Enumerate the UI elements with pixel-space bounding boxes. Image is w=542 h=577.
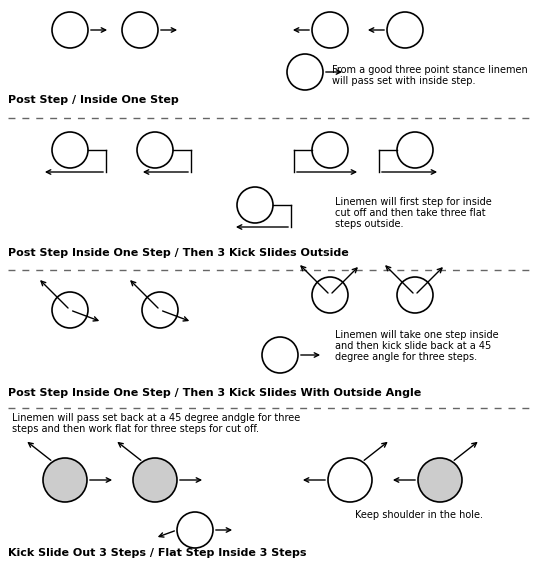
Text: and then kick slide back at a 45: and then kick slide back at a 45 [335, 341, 491, 351]
Circle shape [418, 458, 462, 502]
Circle shape [387, 12, 423, 48]
Circle shape [52, 12, 88, 48]
Text: Post Step Inside One Step / Then 3 Kick Slides With Outside Angle: Post Step Inside One Step / Then 3 Kick … [8, 388, 421, 398]
Text: Post Step / Inside One Step: Post Step / Inside One Step [8, 95, 179, 105]
Circle shape [142, 292, 178, 328]
Circle shape [177, 512, 213, 548]
Text: Linemen will pass set back at a 45 degree andgle for three: Linemen will pass set back at a 45 degre… [12, 413, 300, 423]
Circle shape [397, 277, 433, 313]
Text: Linemen will take one step inside: Linemen will take one step inside [335, 330, 499, 340]
Circle shape [52, 132, 88, 168]
Text: steps outside.: steps outside. [335, 219, 403, 229]
Circle shape [52, 292, 88, 328]
Circle shape [312, 12, 348, 48]
Circle shape [312, 132, 348, 168]
Circle shape [262, 337, 298, 373]
Circle shape [287, 54, 323, 90]
Circle shape [397, 132, 433, 168]
Text: degree angle for three steps.: degree angle for three steps. [335, 352, 477, 362]
Circle shape [312, 277, 348, 313]
Text: Linemen will first step for inside: Linemen will first step for inside [335, 197, 492, 207]
Circle shape [237, 187, 273, 223]
Circle shape [137, 132, 173, 168]
Text: steps and then work flat for three steps for cut off.: steps and then work flat for three steps… [12, 424, 259, 434]
Text: will pass set with inside step.: will pass set with inside step. [332, 76, 475, 86]
Circle shape [122, 12, 158, 48]
Text: cut off and then take three flat: cut off and then take three flat [335, 208, 486, 218]
Circle shape [133, 458, 177, 502]
Text: Kick Slide Out 3 Steps / Flat Step Inside 3 Steps: Kick Slide Out 3 Steps / Flat Step Insid… [8, 548, 306, 558]
Text: Keep shoulder in the hole.: Keep shoulder in the hole. [355, 510, 483, 520]
Text: Post Step Inside One Step / Then 3 Kick Slides Outside: Post Step Inside One Step / Then 3 Kick … [8, 248, 349, 258]
Text: From a good three point stance linemen: From a good three point stance linemen [332, 65, 528, 75]
Circle shape [328, 458, 372, 502]
Circle shape [43, 458, 87, 502]
